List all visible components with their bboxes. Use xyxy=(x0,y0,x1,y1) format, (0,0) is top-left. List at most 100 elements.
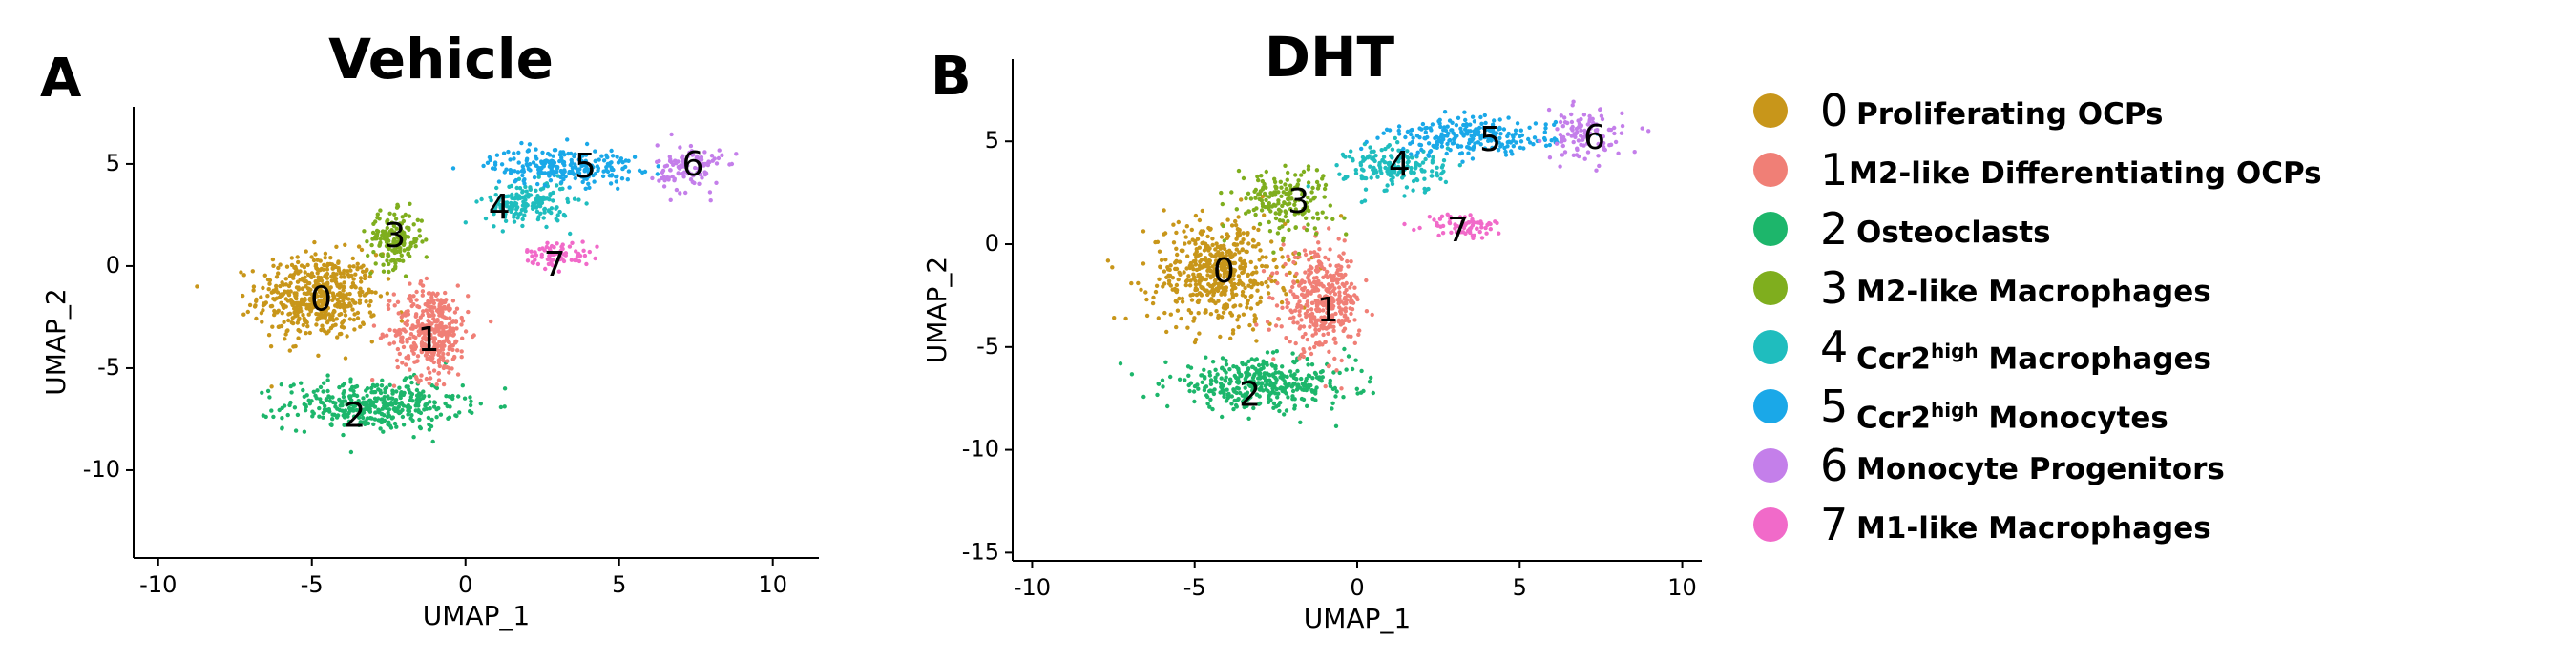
cell-point-cluster-2 xyxy=(387,407,392,412)
cell-point-cluster-0 xyxy=(343,308,347,314)
cell-point-cluster-2 xyxy=(1283,382,1288,386)
cell-point-cluster-5 xyxy=(609,167,615,173)
cell-point-cluster-1 xyxy=(1309,320,1314,324)
cell-point-cluster-0 xyxy=(290,316,295,320)
cluster-label-3: 3 xyxy=(384,217,406,256)
cell-point-cluster-7 xyxy=(547,246,553,251)
cell-point-cluster-1 xyxy=(1315,318,1321,322)
cell-point-cluster-5 xyxy=(531,160,536,165)
cell-point-cluster-4 xyxy=(1377,160,1382,166)
cell-point-cluster-1 xyxy=(1340,281,1345,287)
cell-point-cluster-7 xyxy=(531,260,535,266)
cell-point-cluster-1 xyxy=(428,355,432,360)
cell-point-cluster-3 xyxy=(378,237,384,241)
cell-point-cluster-2 xyxy=(1265,382,1269,387)
cell-point-cluster-0 xyxy=(1205,273,1210,278)
cell-point-cluster-0 xyxy=(320,323,325,328)
cell-point-cluster-0 xyxy=(1208,252,1213,257)
cell-point-cluster-7 xyxy=(1437,217,1443,221)
cell-point-cluster-5 xyxy=(1552,136,1558,141)
cell-point-cluster-2 xyxy=(386,394,390,399)
cell-point-cluster-0 xyxy=(326,312,332,317)
cell-point-cluster-1 xyxy=(1332,356,1337,361)
cell-point-cluster-0 xyxy=(284,264,290,269)
cell-point-cluster-0 xyxy=(1157,249,1162,254)
cell-point-cluster-5 xyxy=(1426,154,1432,158)
cell-point-cluster-0 xyxy=(239,270,243,275)
cell-point-cluster-0 xyxy=(1144,313,1150,319)
cell-point-cluster-2 xyxy=(1257,376,1263,381)
cell-point-cluster-2 xyxy=(385,414,390,420)
cell-point-cluster-0 xyxy=(1139,287,1143,292)
cell-point-cluster-0 xyxy=(1202,257,1207,261)
cell-point-cluster-0 xyxy=(283,277,288,281)
cell-point-cluster-3 xyxy=(1273,216,1279,221)
cell-point-cluster-2 xyxy=(422,394,427,399)
cell-point-cluster-0 xyxy=(358,293,363,298)
cell-point-cluster-1 xyxy=(460,319,466,323)
cell-point-cluster-5 xyxy=(1397,132,1402,136)
cell-point-cluster-2 xyxy=(406,384,410,389)
cell-point-cluster-1 xyxy=(1316,327,1322,333)
cell-point-cluster-4 xyxy=(1375,175,1380,179)
cell-point-cluster-2 xyxy=(357,402,362,406)
cell-point-cluster-5 xyxy=(614,179,618,184)
cell-point-cluster-0 xyxy=(260,320,264,324)
cell-point-cluster-5 xyxy=(1409,132,1414,137)
cell-point-cluster-6 xyxy=(707,159,712,165)
cell-point-cluster-2 xyxy=(1129,372,1135,377)
cell-point-cluster-2 xyxy=(1236,397,1241,402)
cell-point-cluster-4 xyxy=(517,186,523,191)
cell-point-cluster-0 xyxy=(328,325,334,331)
cell-point-cluster-4 xyxy=(520,223,525,229)
cell-point-cluster-0 xyxy=(1200,240,1204,246)
cell-point-cluster-4 xyxy=(523,205,528,210)
cell-point-cluster-0 xyxy=(1188,278,1193,283)
cell-point-cluster-7 xyxy=(545,257,551,262)
cell-point-cluster-1 xyxy=(1309,300,1315,305)
cell-point-cluster-3 xyxy=(1304,227,1309,233)
cell-point-cluster-0 xyxy=(1216,277,1222,281)
cell-point-cluster-3 xyxy=(365,239,369,244)
cell-point-cluster-1 xyxy=(1348,294,1353,299)
cell-point-cluster-5 xyxy=(519,140,524,146)
cell-point-cluster-6 xyxy=(678,145,682,150)
cell-point-cluster-0 xyxy=(245,309,250,315)
cell-point-cluster-5 xyxy=(637,168,642,173)
cell-point-cluster-0 xyxy=(341,299,346,303)
cell-point-cluster-0 xyxy=(304,291,309,297)
cell-point-cluster-2 xyxy=(360,401,365,405)
cell-point-cluster-2 xyxy=(263,414,268,420)
cell-point-cluster-3 xyxy=(1296,251,1302,257)
cell-point-cluster-0 xyxy=(321,327,325,332)
cell-point-cluster-5 xyxy=(485,160,491,165)
cell-point-cluster-7 xyxy=(549,258,554,263)
cell-point-cluster-2 xyxy=(1205,394,1210,400)
cell-point-cluster-0 xyxy=(280,311,284,316)
cell-point-cluster-0 xyxy=(1244,249,1248,254)
cell-point-cluster-2 xyxy=(1202,387,1207,393)
cell-point-cluster-3 xyxy=(1275,231,1281,236)
cell-point-cluster-0 xyxy=(1203,241,1208,246)
x-axis-label: UMAP_1 xyxy=(423,600,531,631)
cell-point-cluster-2 xyxy=(380,378,385,382)
cell-point-cluster-4 xyxy=(534,188,538,193)
cell-point-cluster-1 xyxy=(408,332,414,337)
cell-point-cluster-2 xyxy=(400,414,406,420)
cell-point-cluster-0 xyxy=(274,275,280,279)
cell-point-cluster-1 xyxy=(1267,276,1272,280)
cell-point-cluster-2 xyxy=(365,386,370,391)
cell-point-cluster-7 xyxy=(1432,217,1436,222)
cell-point-cluster-2 xyxy=(1353,358,1358,362)
cell-point-cluster-2 xyxy=(288,383,293,389)
cell-point-cluster-7 xyxy=(550,263,555,268)
legend-dot-7 xyxy=(1753,507,1788,542)
cell-point-cluster-1 xyxy=(409,344,414,349)
cell-point-cluster-1 xyxy=(1313,327,1318,332)
cell-point-cluster-0 xyxy=(287,311,293,316)
cell-point-cluster-0 xyxy=(325,261,330,267)
cell-point-cluster-2 xyxy=(1245,403,1249,408)
cell-point-cluster-0 xyxy=(1240,282,1246,287)
cell-point-cluster-0 xyxy=(1226,274,1231,278)
cell-point-cluster-0 xyxy=(1180,299,1185,304)
